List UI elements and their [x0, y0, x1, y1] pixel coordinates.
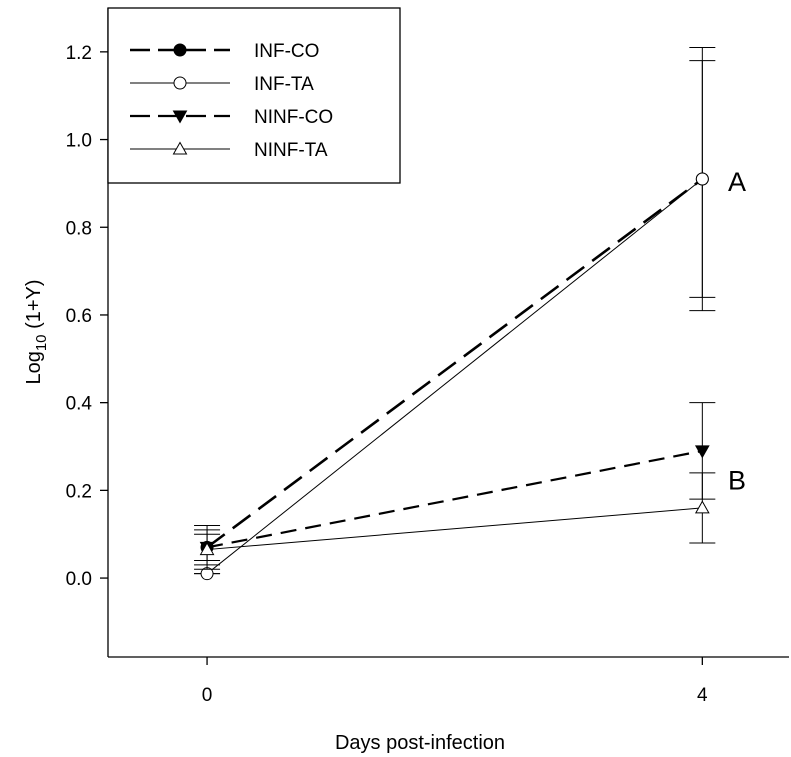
- y-axis-title-subscript: 10: [33, 334, 50, 351]
- series-inf-ta: [194, 60, 716, 581]
- annotation-label: A: [728, 167, 746, 197]
- data-point: [695, 172, 709, 186]
- legend-swatch-marker: [172, 141, 188, 155]
- x-tick-label: 0: [202, 685, 213, 706]
- y-tick-label: 0.2: [66, 481, 92, 502]
- legend-swatch-marker: [173, 43, 187, 57]
- legend-label: INF-CO: [254, 41, 319, 62]
- series-line: [207, 507, 703, 551]
- y-axis-ticks: 0.0 0.2 0.4 0.6 0.8 1.0 1.2: [66, 43, 108, 590]
- y-tick-label: 1.2: [66, 43, 92, 64]
- series-line: [206, 449, 703, 549]
- x-tick-label: 4: [697, 685, 708, 706]
- data-point: [199, 542, 215, 556]
- y-tick-label: 0.4: [66, 394, 93, 415]
- y-tick-label: 0.8: [66, 218, 92, 239]
- legend-item: NINF-CO: [130, 107, 333, 128]
- y-axis-title-rest: (1+Y): [23, 279, 45, 334]
- legend-swatch-marker: [172, 110, 188, 124]
- legend-items: INF-CO INF-TA NINF-CO NINF-TA: [130, 41, 333, 161]
- data-point: [694, 500, 710, 514]
- y-tick-label: 1.0: [66, 131, 92, 152]
- legend: INF-CO INF-TA NINF-CO NINF-TA: [107, 7, 401, 184]
- legend-label: INF-TA: [254, 74, 314, 95]
- y-axis-title: Log10 (1+Y): [23, 279, 50, 384]
- legend-label: NINF-TA: [254, 140, 328, 161]
- series-line: [206, 177, 704, 549]
- legend-item: INF-CO: [130, 41, 319, 62]
- legend-item: INF-TA: [130, 74, 314, 95]
- legend-box: [107, 7, 401, 184]
- legend-item: NINF-TA: [130, 140, 328, 161]
- y-tick-label: 0.6: [66, 306, 92, 327]
- legend-label: NINF-CO: [254, 107, 333, 128]
- series-ninf-co: [194, 402, 716, 566]
- y-axis-title-main: Log: [23, 351, 45, 384]
- series-line: [206, 178, 703, 575]
- legend-swatch-marker: [173, 76, 187, 90]
- y-tick-label: 0.0: [66, 569, 92, 590]
- annotation-label: B: [728, 465, 746, 495]
- annotation-layer: AB: [728, 167, 746, 495]
- data-point: [694, 445, 710, 459]
- x-axis-title: Days post-infection: [335, 732, 505, 754]
- series-layer: [194, 46, 716, 581]
- series-ninf-ta: [194, 472, 716, 570]
